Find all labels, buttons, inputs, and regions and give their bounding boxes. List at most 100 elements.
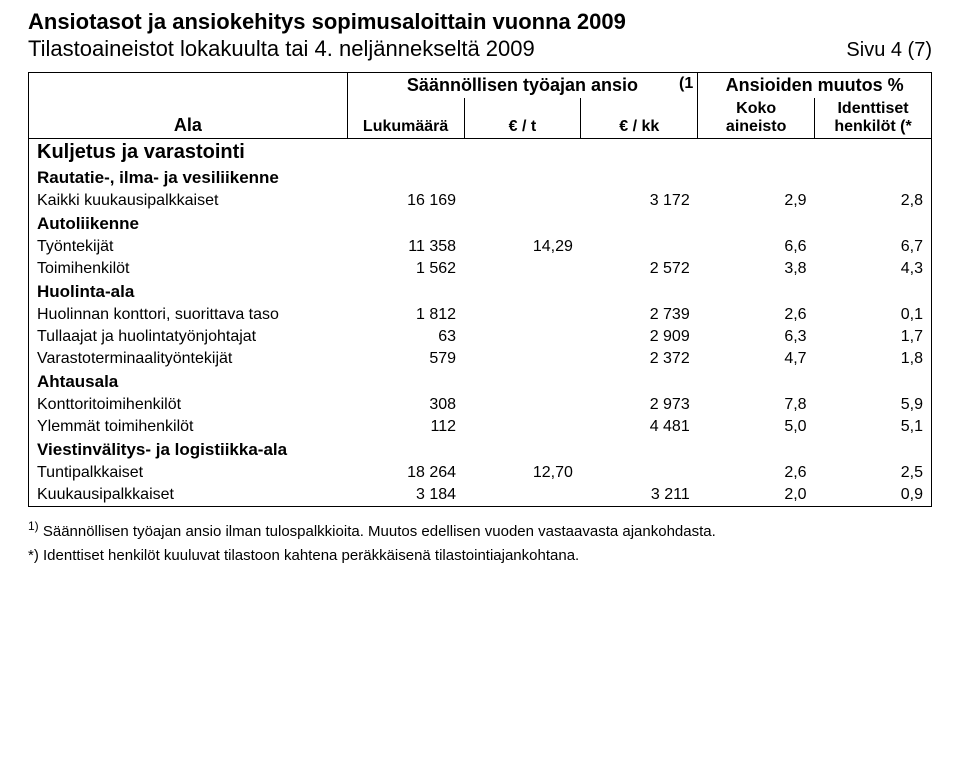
- table-row: Tullaajat ja huolintatyönjohtajat 63 2 9…: [29, 326, 932, 348]
- col-header-change-group: Ansioiden muutos %: [698, 72, 932, 98]
- cell-ident: 5,1: [815, 416, 932, 438]
- row-label: Tuntipalkkaiset: [29, 462, 348, 484]
- cell-per-month: 4 481: [581, 416, 698, 438]
- row-label: Kaikki kuukausipalkkaiset: [29, 190, 348, 212]
- cell-all: 7,8: [698, 394, 815, 416]
- data-table: Ala Säännöllisen työajan ansio (1 Ansioi…: [28, 72, 932, 507]
- cell-count: 11 358: [347, 236, 464, 258]
- cell-per-hour: 12,70: [464, 462, 581, 484]
- cell-per-month: 3 172: [581, 190, 698, 212]
- cell-per-month: 2 572: [581, 258, 698, 280]
- cell-per-month: 2 372: [581, 348, 698, 370]
- footnote-1-marker: 1): [28, 519, 39, 533]
- cell-count: 1 812: [347, 304, 464, 326]
- cell-all: 4,7: [698, 348, 815, 370]
- subsection-row: Huolinta-ala: [29, 280, 932, 304]
- cell-ident: 1,8: [815, 348, 932, 370]
- footnote-1-text: Säännöllisen työajan ansio ilman tulospa…: [43, 523, 716, 540]
- footnote-2: *) Identtiset henkilöt kuuluvat tilastoo…: [28, 544, 932, 568]
- cell-count: 63: [347, 326, 464, 348]
- cell-ident: 0,9: [815, 484, 932, 507]
- subsection-title: Rautatie-, ilma- ja vesiliikenne: [29, 166, 348, 190]
- table-row: Huolinnan konttori, suorittava taso 1 81…: [29, 304, 932, 326]
- row-label: Toimihenkilöt: [29, 258, 348, 280]
- cell-ident: 6,7: [815, 236, 932, 258]
- cell-per-month: 3 211: [581, 484, 698, 507]
- cell-per-hour: [464, 416, 581, 438]
- section-row: Kuljetus ja varastointi: [29, 138, 932, 166]
- cell-count: 16 169: [347, 190, 464, 212]
- footnote-2-text: Identtiset henkilöt kuuluvat tilastoon k…: [43, 547, 579, 564]
- cell-count: 308: [347, 394, 464, 416]
- page-title: Ansiotasot ja ansiokehitys sopimusaloitt…: [28, 8, 932, 36]
- subsection-title: Ahtausala: [29, 370, 348, 394]
- table-header-row: Ala Säännöllisen työajan ansio (1 Ansioi…: [29, 72, 932, 98]
- cell-all: 2,0: [698, 484, 815, 507]
- cell-count: 18 264: [347, 462, 464, 484]
- footnote-2-marker: *): [28, 547, 39, 564]
- subsection-row: Rautatie-, ilma- ja vesiliikenne: [29, 166, 932, 190]
- cell-all: 6,3: [698, 326, 815, 348]
- row-label: Ylemmät toimihenkilöt: [29, 416, 348, 438]
- cell-all: 2,6: [698, 304, 815, 326]
- col-sub-per-hour: € / t: [464, 98, 581, 139]
- subsection-title: Autoliikenne: [29, 212, 348, 236]
- cell-per-hour: 14,29: [464, 236, 581, 258]
- cell-all: 6,6: [698, 236, 815, 258]
- subsection-row: Autoliikenne: [29, 212, 932, 236]
- table-row: Varastoterminaalityöntekijät 579 2 372 4…: [29, 348, 932, 370]
- cell-ident: 2,8: [815, 190, 932, 212]
- section-title: Kuljetus ja varastointi: [29, 138, 348, 166]
- cell-per-hour: [464, 190, 581, 212]
- cell-count: 1 562: [347, 258, 464, 280]
- subsection-row: Viestinvälitys- ja logistiikka-ala: [29, 438, 932, 462]
- subtitle-row: Tilastoaineistot lokakuulta tai 4. neljä…: [28, 36, 932, 62]
- cell-per-hour: [464, 258, 581, 280]
- table-row: Ylemmät toimihenkilöt 112 4 481 5,0 5,1: [29, 416, 932, 438]
- subsection-title: Huolinta-ala: [29, 280, 348, 304]
- cell-all: 2,9: [698, 190, 815, 212]
- row-label: Varastoterminaalityöntekijät: [29, 348, 348, 370]
- col-header-wage-group: Säännöllisen työajan ansio (1: [347, 72, 698, 98]
- cell-ident: 5,9: [815, 394, 932, 416]
- row-label: Tullaajat ja huolintatyönjohtajat: [29, 326, 348, 348]
- cell-count: 3 184: [347, 484, 464, 507]
- cell-ident: 4,3: [815, 258, 932, 280]
- cell-all: 5,0: [698, 416, 815, 438]
- row-label: Konttoritoimihenkilöt: [29, 394, 348, 416]
- cell-count: 579: [347, 348, 464, 370]
- cell-ident: 0,1: [815, 304, 932, 326]
- page: Ansiotasot ja ansiokehitys sopimusaloitt…: [0, 0, 960, 782]
- table-row: Toimihenkilöt 1 562 2 572 3,8 4,3: [29, 258, 932, 280]
- footnote-1: 1) Säännöllisen työajan ansio ilman tulo…: [28, 517, 932, 544]
- page-subtitle: Tilastoaineistot lokakuulta tai 4. neljä…: [28, 36, 535, 62]
- cell-per-month: 2 909: [581, 326, 698, 348]
- table-row: Työntekijät 11 358 14,29 6,6 6,7: [29, 236, 932, 258]
- page-indicator: Sivu 4 (7): [846, 39, 932, 62]
- cell-per-hour: [464, 348, 581, 370]
- row-label: Huolinnan konttori, suorittava taso: [29, 304, 348, 326]
- row-label: Työntekijät: [29, 236, 348, 258]
- col-sub-per-month: € / kk: [581, 98, 698, 139]
- col-header-label: Ala: [29, 72, 348, 138]
- subsection-row: Ahtausala: [29, 370, 932, 394]
- table-row: Kaikki kuukausipalkkaiset 16 169 3 172 2…: [29, 190, 932, 212]
- cell-per-hour: [464, 304, 581, 326]
- col-sub-identical: Identtiset henkilöt (*: [815, 98, 932, 139]
- cell-per-month: [581, 236, 698, 258]
- cell-per-month: [581, 462, 698, 484]
- cell-per-month: 2 973: [581, 394, 698, 416]
- col-header-wage-group-text: Säännöllisen työajan ansio: [407, 75, 638, 95]
- cell-per-hour: [464, 326, 581, 348]
- table-row: Tuntipalkkaiset 18 264 12,70 2,6 2,5: [29, 462, 932, 484]
- row-label: Kuukausipalkkaiset: [29, 484, 348, 507]
- cell-ident: 1,7: [815, 326, 932, 348]
- page-header: Ansiotasot ja ansiokehitys sopimusaloitt…: [28, 8, 932, 62]
- cell-all: 2,6: [698, 462, 815, 484]
- cell-per-hour: [464, 484, 581, 507]
- cell-ident: 2,5: [815, 462, 932, 484]
- footnotes: 1) Säännöllisen työajan ansio ilman tulo…: [28, 517, 932, 568]
- table-row: Kuukausipalkkaiset 3 184 3 211 2,0 0,9: [29, 484, 932, 507]
- cell-per-month: 2 739: [581, 304, 698, 326]
- cell-per-hour: [464, 394, 581, 416]
